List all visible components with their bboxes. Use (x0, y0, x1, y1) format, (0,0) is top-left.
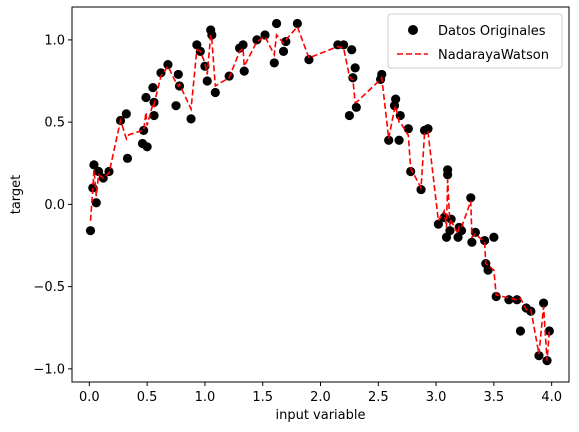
data-point (292, 18, 302, 29)
data-point (512, 295, 522, 305)
data-point (121, 109, 131, 119)
data-point (269, 58, 279, 68)
data-point (491, 291, 501, 302)
data-point (210, 87, 220, 98)
data-point (406, 166, 416, 177)
data-point (139, 125, 149, 135)
data-point (141, 92, 151, 103)
legend-label-datos-originales: Datos Originales (438, 24, 546, 39)
data-point (443, 170, 453, 180)
data-point (304, 55, 314, 65)
y-tick-label: 0.5 (44, 116, 65, 131)
data-point (339, 40, 349, 50)
data-point (148, 82, 158, 93)
nadarayawatson-line (89, 25, 551, 361)
legend: Datos Originales NadarayaWatson (387, 13, 563, 69)
data-point (156, 68, 166, 78)
data-point (344, 110, 354, 121)
y-tick-label: 0.0 (44, 198, 65, 213)
x-tick-label: 4.0 (541, 390, 562, 405)
x-tick-label: 2.0 (310, 390, 331, 405)
data-point (350, 63, 360, 73)
data-point (173, 69, 183, 80)
data-point (347, 45, 357, 55)
data-point (538, 298, 549, 308)
x-tick-label: 0.0 (79, 390, 100, 405)
data-point (544, 326, 554, 336)
data-point (377, 69, 387, 80)
x-tick-label: 1.5 (252, 390, 273, 405)
data-point (202, 76, 212, 86)
data-point (85, 226, 96, 236)
data-point (271, 18, 282, 29)
data-point (470, 227, 480, 237)
x-tick-label: 2.5 (368, 390, 389, 405)
data-point (91, 198, 101, 208)
y-tick-label: 1.0 (44, 33, 65, 48)
data-point (445, 226, 455, 236)
data-point (207, 30, 217, 40)
data-point (394, 135, 404, 145)
y-axis-title: target (9, 175, 24, 215)
data-point (186, 114, 196, 124)
data-point (489, 232, 499, 242)
data-point (515, 326, 526, 336)
data-point (391, 94, 401, 104)
x-tick-label: 3.0 (426, 390, 447, 405)
series-layer (85, 18, 554, 366)
x-axis-title: input variable (275, 408, 365, 423)
x-tick-label: 0.5 (137, 390, 158, 405)
data-point (89, 160, 99, 170)
plot-background (72, 7, 569, 382)
legend-label-nadarayawatson: NadarayaWatson (438, 48, 549, 63)
data-point (163, 59, 173, 70)
data-point (122, 153, 133, 163)
data-point (466, 193, 476, 203)
data-point (351, 102, 361, 112)
data-point (403, 124, 413, 134)
data-point (384, 135, 394, 145)
data-point (142, 142, 152, 152)
data-point (278, 46, 289, 57)
data-point (252, 35, 262, 45)
y-tick-label: −1.0 (33, 362, 65, 377)
x-tick-label: 1.0 (195, 390, 216, 405)
y-tick-label: −0.5 (33, 280, 65, 295)
x-tick-label: 3.5 (484, 390, 505, 405)
data-point (239, 66, 249, 76)
ticks-layer: 0.0 0.5 1.0 1.5 2.0 2.5 3.0 3.5 4.0 −1.0 −0.5 0.0 0.… (33, 33, 562, 405)
plot-frame (71, 6, 570, 383)
data-point (480, 235, 490, 246)
data-point (93, 166, 104, 177)
legend-marker-datos-originales (408, 25, 418, 35)
data-point (348, 73, 358, 83)
data-point (149, 110, 159, 121)
legend-box (387, 13, 563, 69)
data-point (433, 219, 443, 229)
data-point (423, 124, 433, 134)
data-point (171, 101, 181, 111)
data-point (467, 237, 477, 247)
data-point (534, 351, 544, 361)
data-point (238, 40, 248, 50)
